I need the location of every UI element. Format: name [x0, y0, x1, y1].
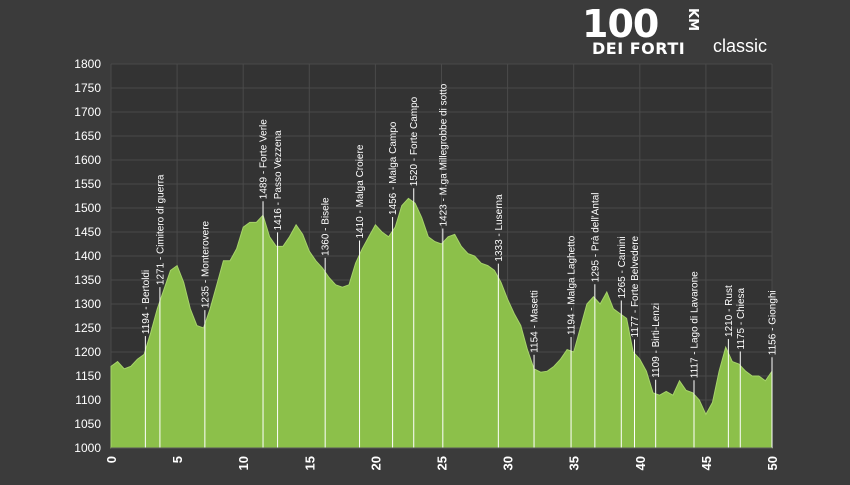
point-label: 1416 - Passo Vezzena: [273, 130, 284, 231]
elevation-area: [110, 197, 773, 449]
point-label: 1175 - Chiesa: [736, 287, 747, 349]
x-axis: 0 5 10 15 20 25 30 35 40 45 50: [104, 447, 780, 470]
x-tick-label: 30: [501, 456, 516, 470]
x-tick-label: 45: [699, 456, 714, 470]
point-label: 1333 - Luserna: [494, 194, 505, 262]
y-tick-label: 1500: [74, 201, 101, 215]
x-tick-label: 25: [435, 456, 450, 470]
elevation-profile: [110, 197, 773, 449]
point-label: 1194 - Malga Laghetto: [567, 235, 578, 335]
point-label: 1456 - Malga Campo: [388, 121, 399, 215]
y-tick-label: 1800: [74, 57, 101, 71]
y-tick-label: 1450: [74, 225, 101, 239]
x-tick-label: 15: [302, 456, 317, 470]
point-label: 1271 - Cimitero di guerra: [155, 174, 166, 285]
x-tick-label: 50: [765, 456, 780, 470]
y-tick-label: 1600: [74, 153, 101, 167]
point-label: 1235 - Monterovere: [200, 220, 211, 308]
y-tick-label: 1300: [74, 297, 101, 311]
x-tick-label: 5: [170, 456, 185, 463]
y-tick-label: 1000: [74, 441, 101, 455]
point-label: 1177 - Forte Belvedere: [630, 235, 641, 337]
point-label: 1154 - Masetti: [530, 290, 541, 353]
x-tick-label: 10: [236, 456, 251, 470]
logo-number: 100: [582, 2, 659, 46]
y-tick-label: 1150: [75, 369, 101, 383]
y-tick-label: 1700: [74, 105, 101, 119]
point-label: 1423 - M.ga Millegrobbe di sotto: [438, 83, 449, 226]
y-tick-label: 1400: [74, 249, 101, 263]
y-axis: 1000 1050 1100 1150 1200 1250 1300 1350 1400 1450…: [74, 57, 101, 455]
y-tick-label: 1200: [74, 345, 101, 359]
point-label: 1210 - Rust: [724, 285, 735, 337]
point-label: 1117 - Lago di Lavarone: [690, 271, 701, 378]
y-tick-label: 1350: [74, 273, 101, 287]
x-tick-label: 0: [104, 456, 119, 463]
y-tick-label: 1050: [74, 417, 101, 431]
x-tick-label: 20: [368, 456, 383, 470]
y-tick-label: 1250: [74, 321, 101, 335]
logo-name: DEI FORTI: [592, 39, 686, 58]
point-label: 1156 - Gionghi: [768, 290, 779, 355]
point-label: 1295 - Prà dell'Antal: [590, 192, 601, 282]
logo-unit: KM: [685, 8, 700, 32]
point-label: 1410 - Malga Croiere: [355, 144, 366, 238]
point-label: 1360 - Bisele: [321, 197, 332, 256]
y-tick-label: 1650: [74, 129, 101, 143]
point-label: 1489 - Forte Verle: [259, 119, 270, 199]
y-tick-label: 1750: [74, 81, 101, 95]
x-tick-label: 40: [633, 456, 648, 470]
point-label: 1194 - Bertoldi: [141, 270, 152, 334]
y-tick-label: 1100: [75, 393, 101, 407]
x-tick-label: 35: [567, 456, 582, 470]
logo-edition: classic: [713, 36, 768, 56]
point-label: 1109 - Birti-Lenzi: [651, 303, 662, 378]
point-label: 1520 - Forte Campo: [409, 96, 420, 186]
y-tick-label: 1550: [74, 177, 101, 191]
point-label: 1265 - Camini: [617, 236, 628, 298]
